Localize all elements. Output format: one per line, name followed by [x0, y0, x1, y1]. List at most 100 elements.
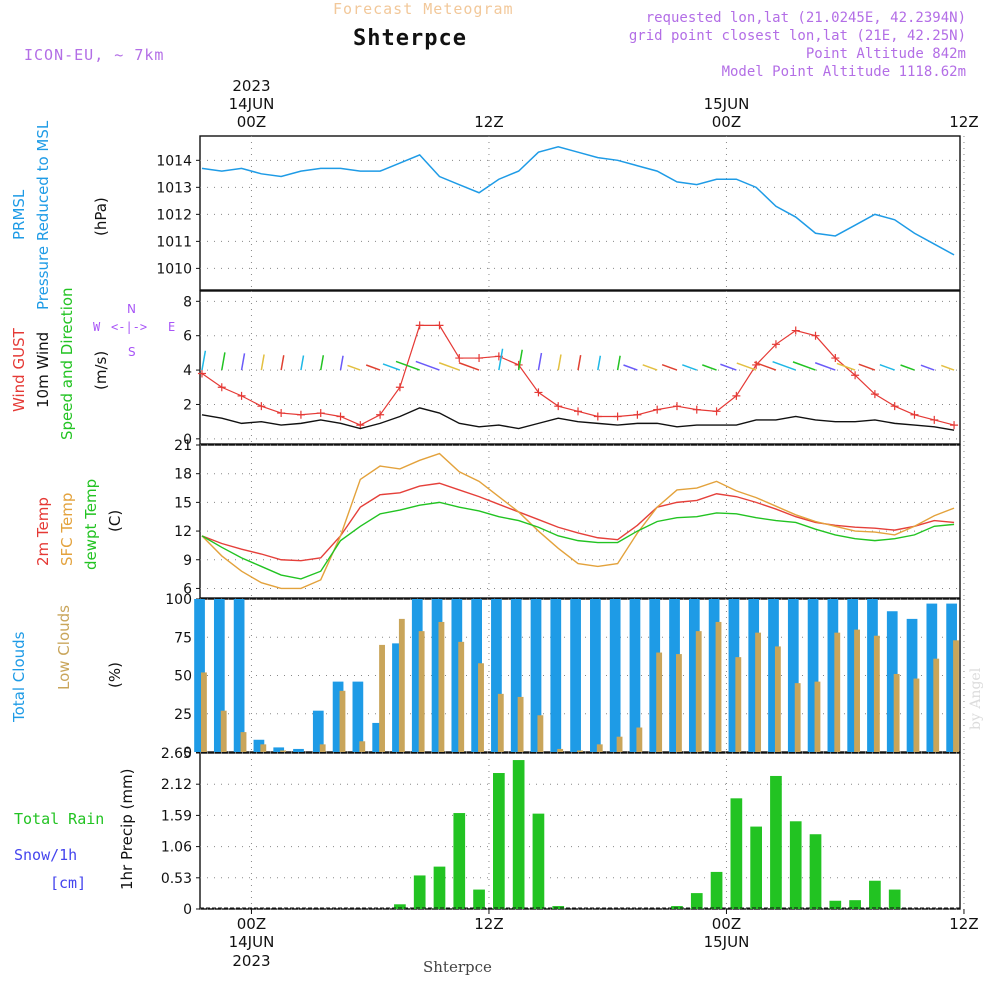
precip-bar — [829, 900, 842, 909]
wind-gust-marker — [257, 402, 266, 411]
precip-bar — [512, 760, 525, 909]
low-clouds-bar — [656, 652, 663, 752]
precip-bar — [552, 906, 565, 909]
total-clouds-bar — [827, 599, 839, 752]
wind-gust-marker — [811, 331, 820, 340]
total-clouds-bar — [728, 599, 740, 752]
y-tick-label: 0 — [183, 432, 192, 448]
rain-label: Total Rain — [14, 810, 105, 828]
wind-direction-arrow — [517, 349, 523, 371]
low-clouds-bar — [557, 748, 564, 752]
low-clouds-bar — [893, 673, 900, 752]
snow-unit: [cm] — [50, 874, 87, 892]
total-clouds-bar — [213, 599, 225, 752]
total-clouds-bar — [708, 599, 720, 752]
wind-gust-marker — [672, 402, 681, 411]
wind-direction-arrow — [537, 352, 543, 371]
wind-gust-marker — [910, 410, 919, 419]
low-clouds-bar — [774, 646, 781, 752]
precip-bar — [809, 834, 822, 909]
precip-bar — [789, 821, 802, 909]
panel-frame-wind — [199, 290, 961, 445]
wind-direction-arrow — [347, 364, 361, 371]
total-clouds-bar — [233, 599, 245, 752]
low-clouds-bar — [379, 644, 385, 752]
snow-label: Snow/1h — [14, 846, 78, 864]
bottom-hour-label: 12Z — [949, 915, 978, 933]
panel-frame-pressure — [199, 135, 961, 291]
low-clouds-bar — [755, 632, 762, 752]
low-clouds-bar — [497, 693, 504, 752]
wind-gust-marker — [613, 412, 622, 421]
low-clouds-bar — [814, 681, 821, 752]
pressure-line — [201, 146, 955, 256]
low-clouds-bar — [873, 635, 880, 752]
low-clouds-bar — [953, 640, 959, 752]
low-clouds-bar — [220, 710, 227, 752]
total-clouds-bar — [550, 599, 562, 752]
low-clouds-bar — [616, 736, 623, 752]
wind-gust-marker — [217, 383, 226, 392]
top-hour-label: 00Z — [237, 113, 266, 131]
wind-gust-marker — [395, 383, 404, 392]
precip-bar — [394, 904, 406, 909]
wind-gust-marker — [692, 405, 701, 414]
wind-gust-marker — [415, 321, 424, 330]
wind-gust-marker — [277, 409, 286, 418]
y-tick-label: 18 — [174, 467, 192, 483]
wind-direction-arrow — [221, 352, 226, 371]
wind-direction-arrow — [814, 362, 836, 371]
wind-direction-arrow — [498, 348, 504, 371]
precip-bar — [493, 773, 505, 909]
low-clouds-bar — [260, 744, 267, 752]
precip-bar — [413, 875, 426, 909]
wind-gust-marker — [593, 412, 602, 421]
low-clouds-bar — [537, 715, 544, 752]
top-hour-label: 12Z — [474, 113, 503, 131]
y-tick-label: 4 — [183, 363, 192, 379]
low-clouds-bar — [240, 732, 247, 752]
y-tick-label: 6 — [183, 329, 192, 345]
total-clouds-bar — [352, 681, 364, 752]
y-tick-label: 0 — [183, 745, 192, 761]
panel-frame-precip — [199, 752, 961, 910]
wind-direction-arrow — [720, 363, 737, 371]
total-clouds-bar — [194, 599, 205, 752]
total-clouds-bar — [926, 603, 938, 752]
wind-gust-marker — [475, 354, 484, 363]
y-tick-label: 0 — [183, 902, 192, 918]
wind-direction-arrow — [682, 364, 698, 371]
bottom-hour-label: 00Z — [712, 915, 741, 933]
wind-gust-marker — [237, 391, 246, 400]
precip-bar — [433, 866, 446, 909]
wind-direction-arrow — [642, 364, 658, 371]
low-clouds-bar — [715, 621, 722, 752]
low-clouds-bar — [319, 744, 326, 752]
compass-s-label: S — [128, 345, 136, 359]
wind-direction-arrow — [702, 364, 717, 371]
temp-sfc-line — [201, 452, 955, 590]
low-clouds-bar — [577, 750, 583, 752]
total-clouds-bar — [510, 599, 522, 752]
total-clouds-bar — [649, 599, 661, 752]
wind-direction-arrow — [754, 361, 777, 371]
point-altitude: Point Altitude 842m — [805, 46, 966, 62]
y-tick-label: 1.06 — [161, 840, 192, 856]
low-clouds-bar — [695, 631, 702, 752]
wind-direction-arrow — [339, 355, 344, 371]
precip-bar — [532, 813, 545, 909]
total-clouds-bar — [491, 599, 502, 752]
y-tick-label: 100 — [165, 592, 192, 608]
wind-direction-arrow — [300, 355, 305, 371]
low-clouds-bar — [834, 632, 841, 752]
precip-bar — [690, 893, 703, 909]
top-date-label: 14JUN — [229, 95, 275, 113]
low-clouds-bar — [478, 663, 484, 752]
low-clouds-bar — [913, 678, 920, 752]
y-tick-label: 2.65 — [161, 746, 192, 762]
total-clouds-bar — [530, 599, 542, 752]
precip-bar — [770, 775, 782, 909]
top-year-label: 2023 — [232, 77, 270, 95]
total-clouds-bar — [312, 710, 324, 752]
total-clouds-bar — [332, 681, 344, 752]
